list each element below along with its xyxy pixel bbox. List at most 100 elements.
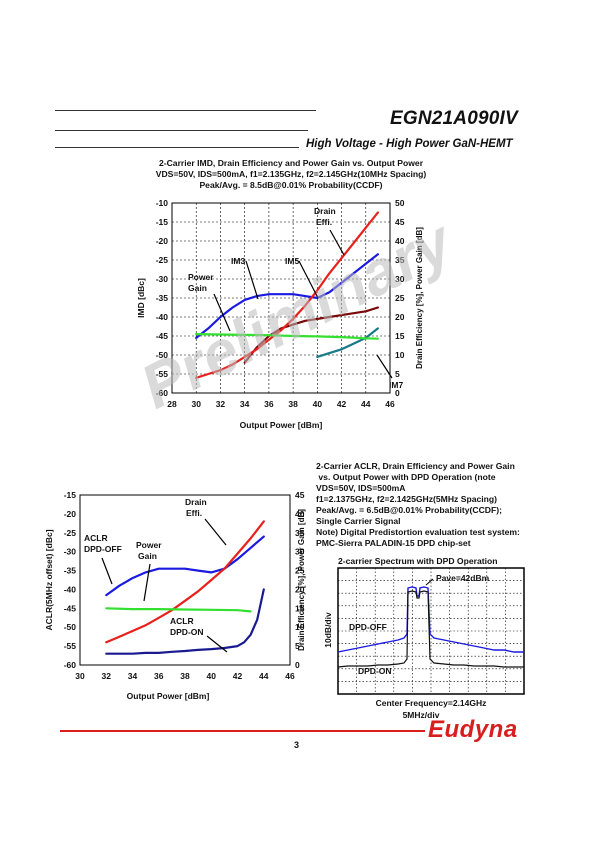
- chart2-annotation-aclr-off-line-2: DPD-OFF: [84, 544, 122, 554]
- chart1-y-tick-label: -50: [156, 350, 169, 360]
- chart2-annotation-drain-line-1: Drain: [185, 497, 207, 507]
- chart2-annotation-aclr-off: ACLR DPD-OFF: [84, 533, 122, 554]
- spectrum-pave-label: Pave=42dBm: [436, 573, 490, 583]
- spectrum-dpd-off-label: DPD-OFF: [349, 622, 387, 632]
- chart2-x-tick-label: 42: [233, 671, 243, 681]
- chart2-y2-tick-label: 30: [295, 547, 305, 557]
- chart2-series: [105, 520, 265, 655]
- chart1-ticks: 28 30 32 34 36 38 40 42 44 46 -10 -15 -20 -25 -30 -35 -4…: [156, 198, 405, 409]
- chart2-annotation-aclr-on: ACLR DPD-ON: [170, 616, 204, 637]
- chart2-title-line-1: 2-Carrier ACLR, Drain Efficiency and Pow…: [316, 461, 515, 471]
- chart2-series-power-gain: [105, 607, 252, 613]
- chart2-ticks: 30 32 34 36 38 40 42 44 46 -15 -20 -25 -30 -35 -40 -45 -…: [64, 490, 305, 681]
- chart1-y2-tick-label: 20: [395, 312, 405, 322]
- chart1-annotation-im7: IM7: [389, 380, 403, 390]
- chart2-y2-tick-label: 20: [295, 584, 305, 594]
- chart2-plot-frame: [79, 494, 291, 666]
- chart2-y-tick-label: -30: [64, 547, 77, 557]
- chart2-y2-tick-label: 5: [295, 641, 300, 651]
- chart2-y-tick-label: -25: [64, 528, 77, 538]
- chart1-series-im7: [316, 327, 379, 358]
- chart1-title-line-3: Peak/Avg. = 8.5dB@0.01% Probability(CCDF…: [199, 180, 383, 190]
- chart2-svg: 30 32 34 36 38 40 42 44 46 -15 -20 -25 -30 -35 -40 -45 -…: [44, 490, 306, 701]
- chart1-series-im3: [195, 253, 379, 339]
- chart1-y2-tick-label: 15: [395, 331, 405, 341]
- chart2-x-axis-label: Output Power [dBm]: [127, 691, 210, 701]
- chart2-annotation-pg-line-2: Gain: [138, 551, 157, 561]
- chart2-annotation-drain-line-2: Effi.: [186, 508, 202, 518]
- chart2-series-aclr-dpd-on: [105, 588, 265, 655]
- chart1-y2-axis-label: Drain Efficiency [%], Power Gain [dB]: [415, 227, 424, 369]
- chart1-annotation-pg-line-1: Power: [188, 272, 214, 282]
- chart2-y2-tick-label: 25: [295, 566, 305, 576]
- chart2-y-axis-label: ACLR(5MHz offset) [dBc]: [44, 529, 54, 630]
- chart1-x-tick-label: 40: [313, 399, 323, 409]
- chart2-y-tick-label: -50: [64, 622, 77, 632]
- chart2-title-line-7: Note) Digital Predistortion evaluation t…: [316, 527, 520, 537]
- chart1-annotation-drain-line-2: Effi.: [316, 217, 332, 227]
- chart1-title: 2-Carrier IMD, Drain Efficiency and Powe…: [133, 158, 449, 191]
- chart1-y-tick-label: -40: [156, 312, 169, 322]
- chart1-svg: 28 30 32 34 36 38 40 42 44 46 -10 -15 -20 -25 -30 -35 -4…: [136, 198, 424, 430]
- chart2-annotation-pg-leader: [143, 563, 151, 602]
- chart1-y-tick-label: -35: [156, 293, 169, 303]
- spectrum-pave-leader: [425, 578, 434, 586]
- chart2-y2-tick-label: 40: [295, 509, 305, 519]
- chart1-y2-tick-label: 25: [395, 293, 405, 303]
- chart1-y-tick-label: -20: [156, 236, 169, 246]
- footer-rule: [60, 730, 425, 732]
- header-rule-2: [55, 130, 308, 131]
- chart1-annotation-drain-effi: Drain Effi.: [314, 206, 336, 227]
- chart2-x-tick-label: 30: [75, 671, 85, 681]
- spectrum-dpd-on-label: DPD-ON: [358, 666, 392, 676]
- spectrum-trace-dpd-on: [337, 590, 524, 668]
- chart2-y-tick-label: -60: [64, 660, 77, 670]
- chart1-annotation-drain-leader: [329, 229, 345, 256]
- chart1-y-axis-label: IMD [dBc]: [136, 278, 146, 318]
- chart1-annotation-power-gain: Power Gain: [188, 272, 214, 293]
- chart1-annotation-drain-line-1: Drain: [314, 206, 336, 216]
- chart2-annotation-aclr-on-line-2: DPD-ON: [170, 627, 204, 637]
- chart1-annotation-pg-leader: [213, 293, 231, 332]
- chart2-x-tick-label: 40: [207, 671, 217, 681]
- spectrum-title: 2-carrier Spectrum with DPD Operation: [338, 556, 498, 566]
- product-subtitle: High Voltage - High Power GaN-HEMT: [306, 138, 513, 150]
- chart2-annotation-power-gain: Power Gain: [136, 540, 162, 561]
- header-rule-1: [55, 110, 316, 111]
- spectrum-grid: [338, 568, 524, 694]
- chart2-y2-axis-label: Drain Efficiency [%], Power Gain [dB]: [297, 509, 306, 651]
- spectrum-y-label: 10dB/div: [323, 612, 333, 648]
- header-rule-3: [55, 147, 299, 148]
- chart2-annotation-drain-effi: Drain Effi.: [185, 497, 207, 518]
- chart1-annotation-im5: IM5: [285, 256, 299, 266]
- spectrum-center-label: Center Frequency=2.14GHz: [376, 698, 487, 708]
- chart1-y-tick-label: -60: [156, 388, 169, 398]
- chart2-x-tick-label: 32: [102, 671, 112, 681]
- brand-logo: Eudyna: [428, 716, 518, 743]
- chart2-x-tick-label: 34: [128, 671, 138, 681]
- chart1-annotation-pg-line-2: Gain: [188, 283, 207, 293]
- chart1-y2-tick-label: 50: [395, 198, 405, 208]
- chart2-series-aclr-dpd-off: [105, 535, 265, 597]
- chart1-x-tick-label: 30: [191, 399, 201, 409]
- chart1-title-line-1: 2-Carrier IMD, Drain Efficiency and Powe…: [158, 158, 424, 168]
- chart2-title-line-3: VDS=50V, IDS=500mA: [316, 483, 406, 493]
- chart2-annotation-drain-leader: [204, 518, 227, 546]
- chart2-y2-tick-label: 15: [295, 603, 305, 613]
- chart1-series: [195, 211, 379, 379]
- chart1-x-tick-label: 32: [216, 399, 226, 409]
- chart1-annotation-im7-leader: [376, 354, 393, 379]
- part-number: EGN21A090IV: [390, 108, 518, 129]
- chart2-y2-tick-label: 45: [295, 490, 305, 500]
- chart2-title-line-2: vs. Output Power with DPD Operation (not…: [316, 472, 496, 482]
- chart2-annotation-aclr-on-line-1: ACLR: [170, 616, 194, 626]
- chart1-y2-tick-label: 5: [395, 369, 400, 379]
- chart2-title: 2-Carrier ACLR, Drain Efficiency and Pow…: [316, 461, 520, 549]
- chart1-x-tick-label: 34: [240, 399, 250, 409]
- chart2-series-drain-effi: [105, 520, 265, 644]
- chart1-x-tick-label: 46: [385, 399, 395, 409]
- chart2-annotation-aclr-off-leader: [101, 557, 113, 585]
- chart2-y-tick-label: -45: [64, 603, 77, 613]
- chart1-y2-tick-label: 10: [395, 350, 405, 360]
- chart1-grid: [172, 203, 390, 393]
